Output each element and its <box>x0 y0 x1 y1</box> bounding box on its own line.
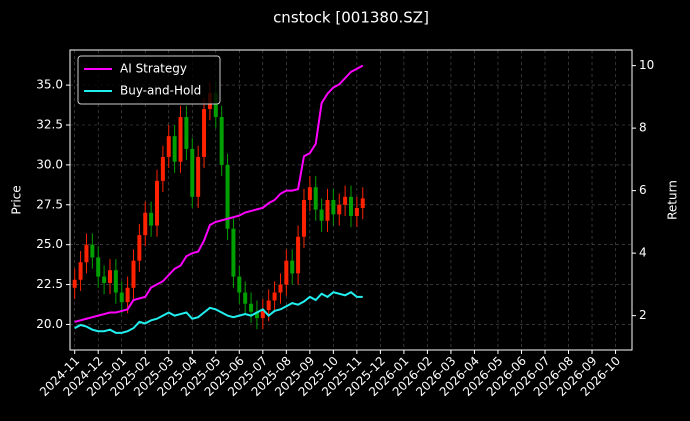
candle-body <box>349 196 353 216</box>
candle-body <box>84 244 89 263</box>
candle-body <box>202 109 207 157</box>
y-tick-label: 22.5 <box>36 277 63 291</box>
candle-body <box>254 311 259 319</box>
candle-body <box>90 244 95 258</box>
candle-body <box>113 270 118 293</box>
candle-body <box>172 136 177 162</box>
candle-body <box>266 300 271 311</box>
candle-body <box>96 257 101 277</box>
candle-body <box>354 207 359 216</box>
y2-tick-label: 8 <box>639 121 647 135</box>
y2-tick-label: 10 <box>639 58 654 72</box>
candle-body <box>319 209 324 221</box>
candle-body <box>337 204 342 215</box>
candle-body <box>166 136 171 157</box>
candle-body <box>325 200 330 221</box>
candle-body <box>178 117 183 162</box>
y2-tick-label: 6 <box>639 183 647 197</box>
candle-body <box>137 235 142 261</box>
candle-body <box>155 180 160 226</box>
candle-body <box>231 228 236 277</box>
candle-body <box>131 260 136 288</box>
candle-body <box>301 200 306 237</box>
candle-body <box>184 117 189 149</box>
candle-body <box>102 276 107 283</box>
candle-body <box>272 292 277 301</box>
y-axis-label: Price <box>10 185 24 214</box>
candle-body <box>278 284 283 293</box>
candle-body <box>213 93 218 118</box>
legend-box <box>77 55 221 105</box>
candle-body <box>125 287 130 303</box>
legend: AI Strategy Buy-and-Hold <box>77 55 221 105</box>
candle-body <box>78 262 83 280</box>
series-line <box>74 64 364 323</box>
candle-body <box>249 303 254 312</box>
candle-body <box>307 187 312 200</box>
candle-body <box>196 156 201 197</box>
candle-body <box>149 212 154 226</box>
candle-body <box>219 117 224 165</box>
candle-body <box>284 260 289 285</box>
y-tick-label: 30.0 <box>36 157 63 171</box>
candle-body <box>260 310 265 319</box>
candle-body <box>290 260 295 274</box>
y-tick-label: 25.0 <box>36 237 63 251</box>
candle-body <box>360 198 365 208</box>
candle-body <box>107 270 112 283</box>
y-tick-label: 20.0 <box>36 317 63 331</box>
candle-body <box>331 200 336 215</box>
candle-body <box>296 236 301 274</box>
candle-body <box>313 187 318 210</box>
y-tick-label: 32.5 <box>36 118 63 132</box>
series-line <box>74 290 363 334</box>
plot-frame <box>69 49 633 351</box>
candle-body <box>119 292 124 303</box>
y2-tick-label: 4 <box>639 246 647 260</box>
y-tick-label: 27.5 <box>36 197 63 211</box>
candle-body <box>243 292 248 304</box>
legend-label: Buy-and-Hold <box>120 84 201 98</box>
candle-body <box>190 148 195 197</box>
y2-axis-label: Return <box>666 180 680 220</box>
candle-body <box>143 212 148 236</box>
candle-body <box>237 276 242 293</box>
candle-body <box>343 196 348 205</box>
candle-body <box>72 279 77 288</box>
chart-title: cnstock [001380.SZ] <box>273 9 429 27</box>
legend-label: AI Strategy <box>120 62 187 76</box>
y2-tick-label: 2 <box>639 308 647 322</box>
candle-body <box>225 164 230 229</box>
y-tick-label: 35.0 <box>36 78 63 92</box>
candle-body <box>160 156 165 181</box>
